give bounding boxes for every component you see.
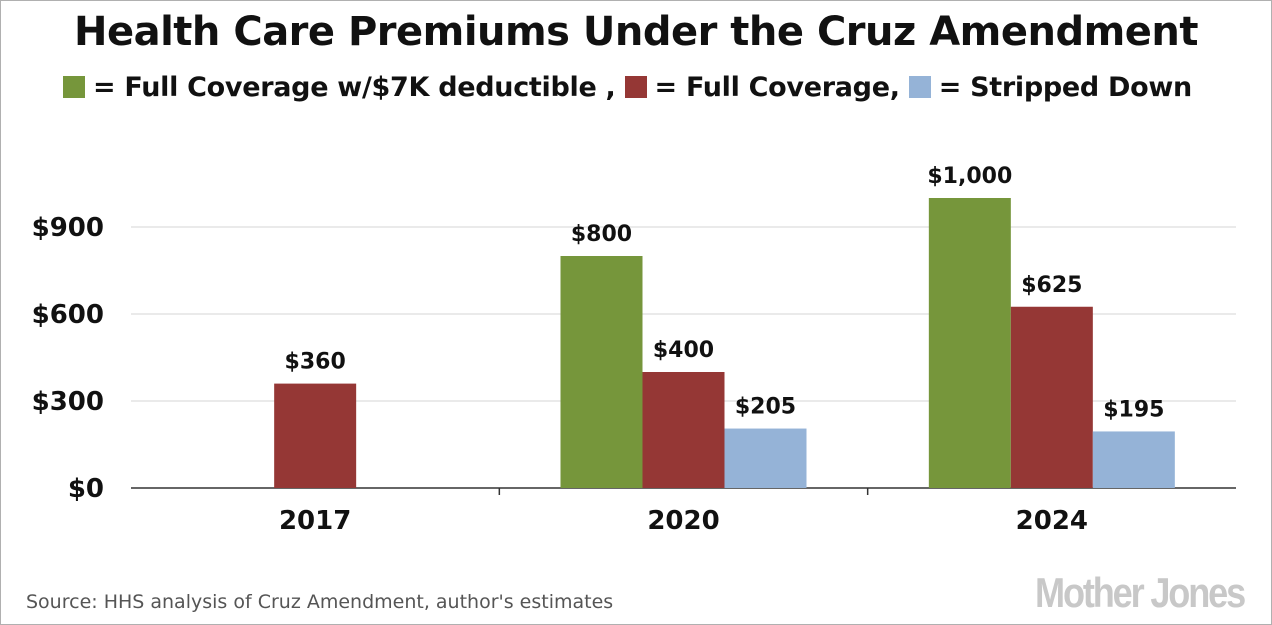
bar bbox=[1010, 306, 1093, 488]
x-tick-label: 2017 bbox=[279, 506, 351, 536]
bar bbox=[642, 372, 725, 488]
legend-swatch-blue bbox=[908, 76, 931, 98]
data-label: $1,000 bbox=[927, 164, 1012, 189]
legend-label-stripped-down: = Stripped Down bbox=[938, 71, 1193, 103]
bar bbox=[560, 256, 643, 488]
x-tick-label: 2020 bbox=[647, 506, 719, 536]
mother-jones-logo: Mother Jones bbox=[1035, 569, 1246, 616]
legend-label-full-coverage-deductible: = Full Coverage w/$7K deductible , bbox=[93, 71, 616, 103]
y-tick-label: $300 bbox=[32, 387, 104, 417]
data-label: $360 bbox=[285, 350, 346, 375]
legend-swatch-red bbox=[624, 76, 647, 98]
legend-label-full-coverage: = Full Coverage, bbox=[654, 71, 900, 103]
legend-swatch-green bbox=[63, 76, 85, 98]
data-label: $400 bbox=[653, 338, 714, 363]
bar bbox=[1092, 431, 1175, 488]
y-tick-label: $900 bbox=[32, 213, 104, 243]
data-label: $800 bbox=[571, 222, 632, 247]
chart-title: Health Care Premiums Under the Cruz Amen… bbox=[74, 9, 1198, 55]
bar bbox=[274, 383, 357, 488]
data-label: $195 bbox=[1103, 397, 1164, 422]
legend-item-full-coverage: = Full Coverage, bbox=[624, 71, 900, 103]
legend-item-full-coverage-deductible: = Full Coverage w/$7K deductible , bbox=[63, 72, 616, 103]
bar bbox=[928, 198, 1011, 488]
y-tick-label: $600 bbox=[32, 300, 104, 330]
y-tick-label: $0 bbox=[68, 474, 104, 504]
data-label: $205 bbox=[735, 395, 796, 420]
data-label: $625 bbox=[1021, 273, 1082, 298]
legend-item-stripped-down: = Stripped Down bbox=[908, 71, 1193, 103]
bar-chart: $0 $300 $600 $900 2017 $360 2020 $800 $400 $205 20… bbox=[32, 164, 1236, 536]
bar bbox=[724, 428, 807, 488]
legend: = Full Coverage w/$7K deductible , = Ful… bbox=[63, 69, 1201, 105]
x-tick-label: 2024 bbox=[1016, 506, 1088, 536]
source-note: Source: HHS analysis of Cruz Amendment, … bbox=[26, 591, 614, 613]
